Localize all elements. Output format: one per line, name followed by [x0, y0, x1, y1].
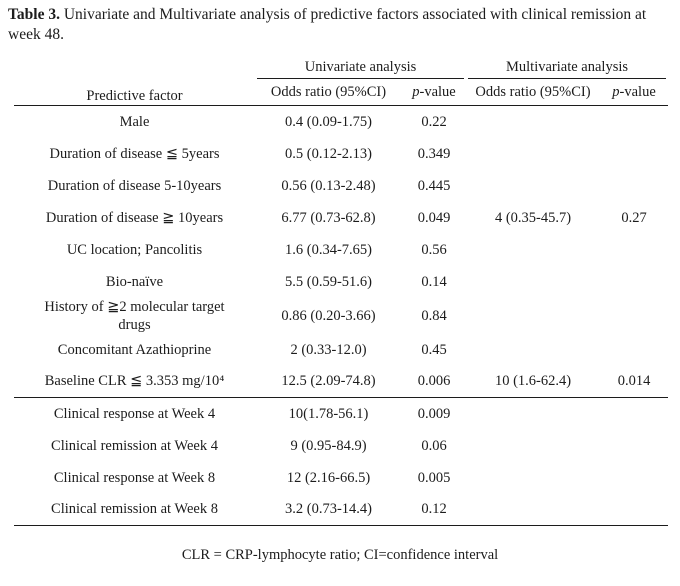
- table-row: Clinical response at Week 4 10(1.78-56.1…: [14, 398, 668, 430]
- uni-or-cell: 12.5 (2.09-74.8): [255, 365, 402, 398]
- multi-p-cell: [600, 430, 668, 462]
- table-row: UC location; Pancolitis 1.6 (0.34-7.65) …: [14, 234, 668, 266]
- column-group-univariate: Univariate analysis: [255, 56, 466, 79]
- multi-p-cell: [600, 334, 668, 366]
- uni-or-cell: 3.2 (0.73-14.4): [255, 493, 402, 526]
- table-header: Predictive factor Univariate analysis Mu…: [14, 56, 669, 106]
- uni-p-cell: 0.006: [402, 365, 467, 398]
- multi-or-cell: [466, 334, 600, 366]
- multi-p-cell: [600, 298, 668, 334]
- factor-cell: Clinical remission at Week 8: [14, 493, 255, 526]
- table-row: Male 0.4 (0.09-1.75) 0.22: [14, 106, 668, 138]
- uni-or-cell: 0.5 (0.12-2.13): [285, 145, 372, 162]
- column-header-multi-odds-ratio: Odds ratio (95%CI): [466, 79, 601, 106]
- uni-p-cell: 0.12: [402, 493, 467, 526]
- uni-or-cell: 0.4 (0.09-1.75): [285, 113, 372, 130]
- uni-p-cell: 0.14: [421, 273, 447, 290]
- uni-p-cell: 0.005: [417, 469, 451, 486]
- factor-cell: History of ≧2 molecular target drugs: [44, 298, 225, 333]
- multi-p-cell: [600, 170, 668, 202]
- table-row: Baseline CLR ≦ 3.353 mg/10⁴ 12.5 (2.09-7…: [14, 365, 669, 398]
- paper-page: Table 3. Univariate and Multivariate ana…: [8, 5, 674, 563]
- multi-or-cell: [466, 430, 600, 462]
- factor-cell: Clinical response at Week 4: [53, 405, 216, 422]
- uni-p-cell: 0.84: [421, 307, 447, 324]
- table-row: Duration of disease 5-10years 0.56 (0.13…: [14, 170, 668, 202]
- multi-or-cell: [466, 106, 600, 138]
- multi-or-cell: 10 (1.6-62.4): [466, 365, 601, 398]
- multi-p-cell: [600, 398, 668, 430]
- uni-p-cell: 0.009: [417, 405, 451, 422]
- multi-or-cell: [466, 493, 601, 526]
- column-header-multi-p-value: p-value: [600, 79, 669, 106]
- table-title: Table 3. Univariate and Multivariate ana…: [8, 5, 674, 44]
- table-title-text: Univariate and Multivariate analysis of …: [8, 6, 647, 43]
- uni-or-cell: 10(1.78-56.1): [288, 405, 369, 422]
- uni-or-cell: 0.86 (0.20-3.66): [281, 307, 376, 324]
- table-row: Concomitant Azathioprine 2 (0.33-12.0) 0…: [14, 334, 668, 366]
- table-body: Male 0.4 (0.09-1.75) 0.22 Duration of di…: [14, 106, 669, 526]
- factor-cell: Duration of disease 5-10years: [47, 177, 222, 194]
- factor-cell: Clinical remission at Week 4: [51, 437, 218, 454]
- uni-or-cell: 0.56 (0.13-2.48): [281, 177, 376, 194]
- factor-cell: UC location; Pancolitis: [66, 241, 203, 258]
- uni-p-cell: 0.049: [417, 209, 451, 226]
- multivariate-group-label: Multivariate analysis: [468, 58, 667, 79]
- multi-p-cell: [600, 462, 668, 494]
- uni-or-cell: 9 (0.95-84.9): [290, 437, 367, 454]
- multi-or-cell: [466, 298, 600, 334]
- uni-p-cell: 0.22: [421, 113, 447, 130]
- factor-cell: Duration of disease ≦ 5years: [49, 145, 220, 162]
- multi-or-cell: [466, 234, 600, 266]
- multi-or-cell: 4 (0.35-45.7): [494, 209, 572, 226]
- factor-cell: Male: [119, 113, 150, 130]
- table-row: Clinical remission at Week 8 3.2 (0.73-1…: [14, 493, 669, 526]
- univariate-group-label: Univariate analysis: [257, 58, 465, 79]
- column-group-multivariate: Multivariate analysis: [466, 56, 668, 79]
- uni-or-cell: 6.77 (0.73-62.8): [281, 209, 376, 226]
- header-sub-row: Odds ratio (95%CI) p-value Odds ratio (9…: [14, 79, 669, 106]
- factor-cell: Clinical response at Week 8: [53, 469, 216, 486]
- table-row: Clinical response at Week 8 12 (2.16-66.…: [14, 462, 668, 494]
- uni-p-cell: 0.06: [421, 437, 447, 454]
- multi-p-cell: [600, 493, 669, 526]
- table-row: Bio-naïve 5.5 (0.59-51.6) 0.14: [14, 266, 668, 298]
- column-header-uni-p-value: p-value: [402, 79, 467, 106]
- table-row: Duration of disease ≧ 10years 6.77 (0.73…: [14, 202, 668, 234]
- table-row: History of ≧2 molecular target drugs 0.8…: [14, 298, 668, 334]
- uni-p-cell: 0.56: [421, 241, 447, 258]
- uni-or-cell: 5.5 (0.59-51.6): [285, 273, 372, 290]
- uni-p-cell: 0.349: [417, 145, 451, 162]
- multi-p-cell: 0.014: [600, 365, 669, 398]
- results-table: Predictive factor Univariate analysis Mu…: [14, 56, 669, 526]
- column-header-uni-odds-ratio: Odds ratio (95%CI): [255, 79, 402, 106]
- multi-or-cell: [466, 138, 600, 170]
- column-header-predictive-factor: Predictive factor: [14, 56, 255, 106]
- multi-p-cell: [600, 234, 668, 266]
- factor-cell: Baseline CLR ≦ 3.353 mg/10⁴: [14, 365, 255, 398]
- uni-or-cell: 2 (0.33-12.0): [290, 341, 367, 358]
- uni-or-cell: 1.6 (0.34-7.65): [285, 241, 372, 258]
- table-footnote: CLR = CRP-lymphocyte ratio; CI=confidenc…: [181, 547, 499, 563]
- multi-or-cell: [466, 266, 600, 298]
- multi-p-cell: [600, 106, 668, 138]
- factor-cell: Concomitant Azathioprine: [57, 341, 212, 358]
- uni-p-cell: 0.445: [417, 177, 451, 194]
- multi-or-cell: [466, 398, 600, 430]
- table-row: Duration of disease ≦ 5years 0.5 (0.12-2…: [14, 138, 668, 170]
- factor-cell: Duration of disease ≧ 10years: [45, 209, 224, 226]
- table-number-label: Table 3.: [8, 6, 60, 23]
- multi-p-cell: [600, 138, 668, 170]
- multi-p-cell: 0.27: [621, 209, 647, 226]
- multi-p-cell: [600, 266, 668, 298]
- uni-p-cell: 0.45: [421, 341, 447, 358]
- table-row: Clinical remission at Week 4 9 (0.95-84.…: [14, 430, 668, 462]
- multi-or-cell: [466, 170, 600, 202]
- header-group-row: Predictive factor Univariate analysis Mu…: [14, 56, 668, 106]
- uni-or-cell: 12 (2.16-66.5): [286, 469, 371, 486]
- factor-cell: Bio-naïve: [105, 273, 164, 290]
- multi-or-cell: [466, 462, 600, 494]
